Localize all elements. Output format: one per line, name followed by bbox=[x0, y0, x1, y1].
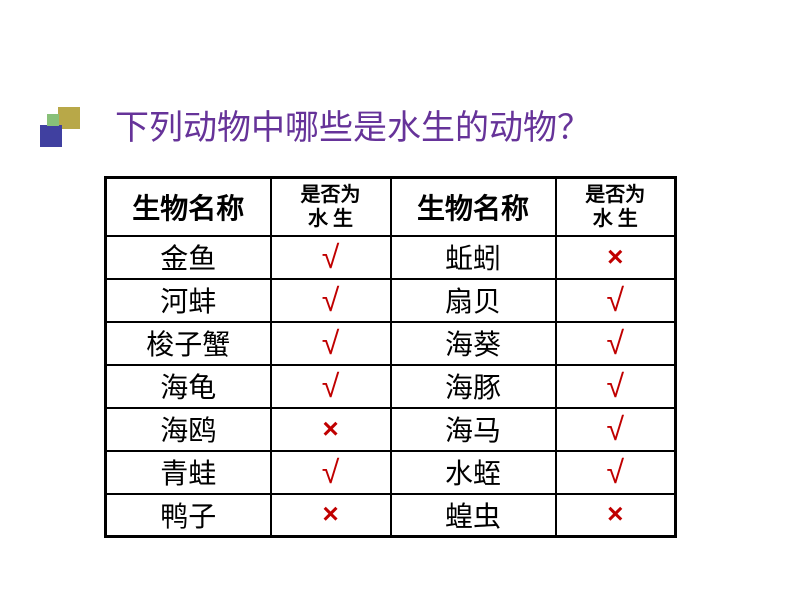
cross-icon: × bbox=[607, 241, 623, 272]
table-row: 梭子蟹 √ 海葵 √ bbox=[106, 322, 676, 365]
animal-name-left: 海龟 bbox=[106, 365, 271, 408]
table-header-row: 生物名称 是否为 水 生 生物名称 是否为 水 生 bbox=[106, 178, 676, 236]
header-aquatic-right: 是否为 水 生 bbox=[556, 178, 676, 236]
header-name-right: 生物名称 bbox=[391, 178, 556, 236]
table-row: 鸭子 × 蝗虫 × bbox=[106, 494, 676, 537]
aquatic-mark-left: √ bbox=[271, 279, 391, 322]
aquatic-mark-right: √ bbox=[556, 408, 676, 451]
aquatic-mark-left: × bbox=[271, 408, 391, 451]
table-row: 海鸥 × 海马 √ bbox=[106, 408, 676, 451]
aquatic-mark-right: √ bbox=[556, 451, 676, 494]
check-icon: √ bbox=[322, 454, 340, 490]
header-aquatic-line2: 水 生 bbox=[557, 207, 675, 231]
animal-name-left: 鸭子 bbox=[106, 494, 271, 537]
aquatic-mark-right: √ bbox=[556, 279, 676, 322]
check-icon: √ bbox=[606, 282, 624, 318]
animal-name-right: 水蛭 bbox=[391, 451, 556, 494]
animal-name-right: 蚯蚓 bbox=[391, 236, 556, 279]
check-icon: √ bbox=[322, 325, 340, 361]
check-icon: √ bbox=[606, 454, 624, 490]
animal-table: 生物名称 是否为 水 生 生物名称 是否为 水 生 金鱼√蚯蚓×河蚌√扇贝√梭子… bbox=[104, 176, 677, 538]
header-aquatic-line1: 是否为 bbox=[557, 183, 675, 207]
aquatic-mark-right: × bbox=[556, 494, 676, 537]
animal-name-right: 蝗虫 bbox=[391, 494, 556, 537]
aquatic-mark-right: √ bbox=[556, 365, 676, 408]
animal-name-left: 海鸥 bbox=[106, 408, 271, 451]
header-name-left: 生物名称 bbox=[106, 178, 271, 236]
header-aquatic-line1: 是否为 bbox=[272, 183, 390, 207]
aquatic-mark-right: √ bbox=[556, 322, 676, 365]
animal-name-right: 海葵 bbox=[391, 322, 556, 365]
animal-name-right: 海豚 bbox=[391, 365, 556, 408]
check-icon: √ bbox=[606, 411, 624, 447]
check-icon: √ bbox=[322, 282, 340, 318]
check-icon: √ bbox=[606, 325, 624, 361]
table-row: 海龟 √ 海豚 √ bbox=[106, 365, 676, 408]
check-icon: √ bbox=[322, 368, 340, 404]
animal-name-right: 扇贝 bbox=[391, 279, 556, 322]
aquatic-mark-left: × bbox=[271, 494, 391, 537]
aquatic-mark-right: × bbox=[556, 236, 676, 279]
cross-icon: × bbox=[607, 498, 623, 529]
aquatic-mark-left: √ bbox=[271, 236, 391, 279]
cross-icon: × bbox=[322, 413, 338, 444]
check-icon: √ bbox=[606, 368, 624, 404]
animal-name-left: 梭子蟹 bbox=[106, 322, 271, 365]
aquatic-mark-left: √ bbox=[271, 322, 391, 365]
header-aquatic-line2: 水 生 bbox=[272, 207, 390, 231]
animal-name-left: 青蛙 bbox=[106, 451, 271, 494]
aquatic-mark-left: √ bbox=[271, 365, 391, 408]
page-title: 下列动物中哪些是水生的动物？ bbox=[115, 100, 591, 149]
header-aquatic-left: 是否为 水 生 bbox=[271, 178, 391, 236]
bullet-icon bbox=[40, 107, 82, 149]
table-row: 青蛙 √ 水蛭 √ bbox=[106, 451, 676, 494]
animal-name-left: 金鱼 bbox=[106, 236, 271, 279]
table-row: 河蚌 √ 扇贝 √ bbox=[106, 279, 676, 322]
cross-icon: × bbox=[322, 498, 338, 529]
animal-table-wrap: 生物名称 是否为 水 生 生物名称 是否为 水 生 金鱼√蚯蚓×河蚌√扇贝√梭子… bbox=[104, 176, 677, 538]
table-body: 金鱼 √ 蚯蚓 × 河蚌 √ 扇贝 √ 梭子蟹 √ 海葵 √ 海龟 √ 海豚 √ 海鸥 × 海马 √ 青蛙 √ 水蛭 √ 鸭子 ×… bbox=[106, 236, 676, 537]
check-icon: √ bbox=[322, 239, 340, 275]
animal-name-left: 河蚌 bbox=[106, 279, 271, 322]
aquatic-mark-left: √ bbox=[271, 451, 391, 494]
animal-name-right: 海马 bbox=[391, 408, 556, 451]
table-row: 金鱼 √ 蚯蚓 × bbox=[106, 236, 676, 279]
